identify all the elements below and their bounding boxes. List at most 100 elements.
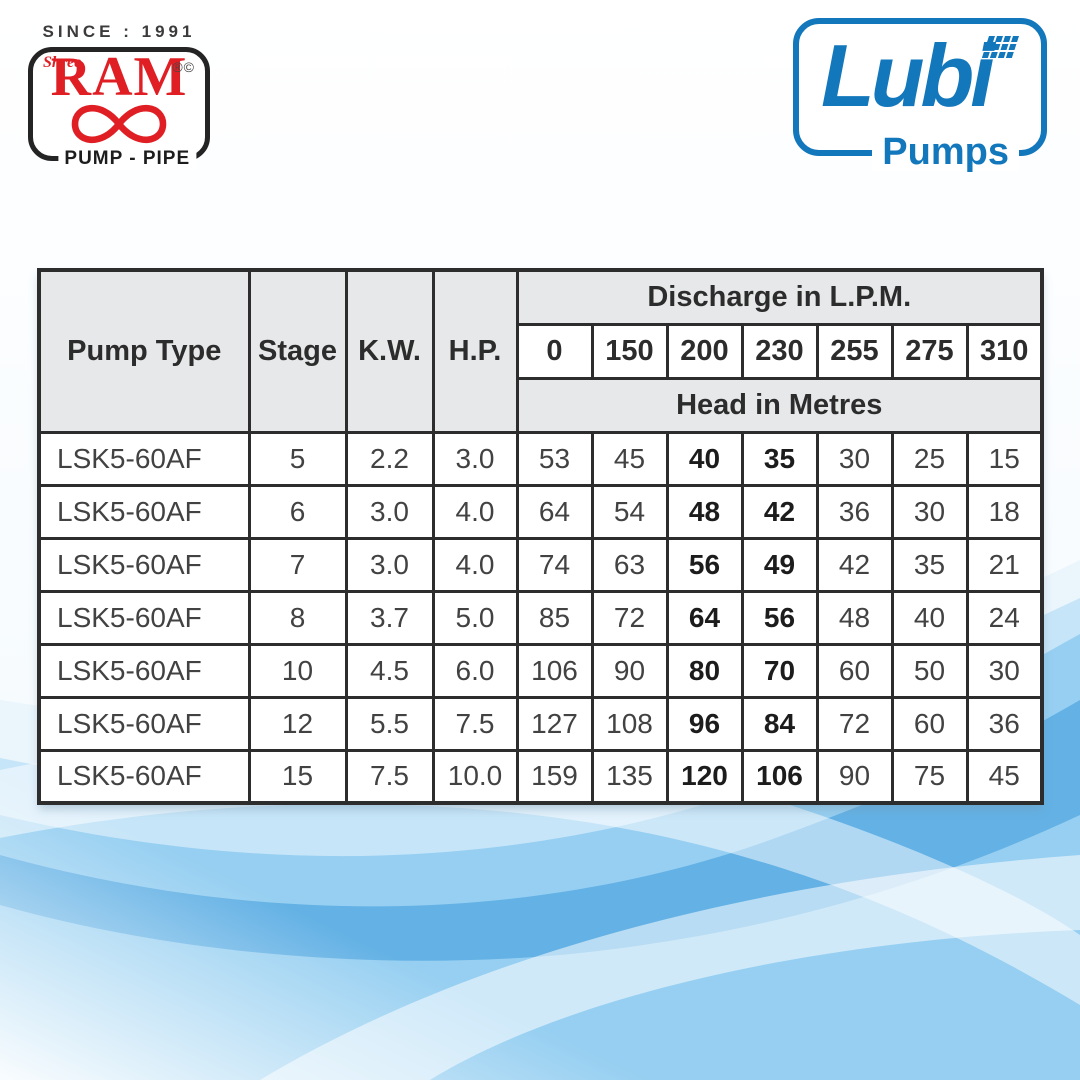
shree-ram-logo-frame: Shree RAM ®© PUMP - PIPE bbox=[28, 46, 210, 170]
discharge-value-header: 255 bbox=[815, 322, 894, 380]
head-cell: 64 bbox=[665, 589, 744, 646]
hp-cell: 7.5 bbox=[431, 695, 519, 752]
head-cell: 56 bbox=[665, 536, 744, 593]
head-cell: 36 bbox=[815, 483, 894, 540]
header-row-discharge: Pump Type Stage K.W. H.P. Discharge in L… bbox=[37, 268, 1044, 434]
pump-type-cell: LSK5-60AF bbox=[37, 695, 251, 752]
spec-row: LSK5-60AF 5 2.2 3.0 53 45 40 35 30 25 15 bbox=[37, 430, 1044, 487]
head-cell: 75 bbox=[890, 748, 969, 805]
spec-row: LSK5-60AF 12 5.5 7.5 127 108 96 84 72 60… bbox=[37, 695, 1044, 752]
head-cell: 50 bbox=[890, 642, 969, 699]
kw-cell: 7.5 bbox=[344, 748, 435, 805]
head-cell: 85 bbox=[515, 589, 594, 646]
head-cell: 42 bbox=[815, 536, 894, 593]
hp-cell: 4.0 bbox=[431, 483, 519, 540]
discharge-value-header: 0 bbox=[515, 322, 594, 380]
pumps-tagline: Pumps bbox=[872, 133, 1019, 171]
head-cell: 30 bbox=[815, 430, 894, 487]
head-cell: 56 bbox=[740, 589, 819, 646]
spec-row: LSK5-60AF 7 3.0 4.0 74 63 56 49 42 35 21 bbox=[37, 536, 1044, 593]
since-text: SINCE : 1991 bbox=[42, 22, 196, 41]
col-header-hp: H.P. bbox=[431, 268, 519, 434]
head-in-metres-header: Head in Metres bbox=[515, 376, 1044, 434]
head-cell: 24 bbox=[965, 589, 1044, 646]
head-cell: 96 bbox=[665, 695, 744, 752]
hp-cell: 4.0 bbox=[431, 536, 519, 593]
head-cell: 60 bbox=[815, 642, 894, 699]
head-cell: 53 bbox=[515, 430, 594, 487]
pixel-grid-icon bbox=[981, 36, 1019, 58]
stage-cell: 8 bbox=[247, 589, 348, 646]
kw-cell: 3.0 bbox=[344, 483, 435, 540]
pump-type-cell: LSK5-60AF bbox=[37, 748, 251, 805]
discharge-value-header: 200 bbox=[665, 322, 744, 380]
head-cell: 84 bbox=[740, 695, 819, 752]
pump-type-cell: LSK5-60AF bbox=[37, 589, 251, 646]
head-cell: 40 bbox=[665, 430, 744, 487]
head-cell: 106 bbox=[740, 748, 819, 805]
head-cell: 25 bbox=[890, 430, 969, 487]
head-cell: 74 bbox=[515, 536, 594, 593]
stage-cell: 15 bbox=[247, 748, 348, 805]
lubi-logo-frame: Lubi Pumps bbox=[793, 18, 1047, 171]
shree-script-text: Shree bbox=[43, 54, 82, 71]
head-cell: 60 bbox=[890, 695, 969, 752]
col-header-kw: K.W. bbox=[344, 268, 435, 434]
lubi-wordmark: Lubi bbox=[821, 26, 995, 125]
head-cell: 49 bbox=[740, 536, 819, 593]
stage-cell: 10 bbox=[247, 642, 348, 699]
head-cell: 48 bbox=[815, 589, 894, 646]
kw-cell: 3.0 bbox=[344, 536, 435, 593]
head-cell: 72 bbox=[815, 695, 894, 752]
head-cell: 135 bbox=[590, 748, 669, 805]
discharge-value-header: 310 bbox=[965, 322, 1044, 380]
head-cell: 15 bbox=[965, 430, 1044, 487]
col-header-stage: Stage bbox=[247, 268, 348, 434]
registered-copyright-marks: ®© bbox=[172, 59, 195, 75]
hp-cell: 5.0 bbox=[431, 589, 519, 646]
spec-row: LSK5-60AF 8 3.7 5.0 85 72 64 56 48 40 24 bbox=[37, 589, 1044, 646]
header-row-discharge-values: 0 150 200 230 255 275 310 bbox=[39, 322, 1044, 380]
pump-type-cell: LSK5-60AF bbox=[37, 483, 251, 540]
head-cell: 45 bbox=[590, 430, 669, 487]
stage-cell: 12 bbox=[247, 695, 348, 752]
head-cell: 35 bbox=[890, 536, 969, 593]
head-cell: 63 bbox=[590, 536, 669, 593]
head-cell: 42 bbox=[740, 483, 819, 540]
head-cell: 30 bbox=[965, 642, 1044, 699]
pump-spec-table: Pump Type Stage K.W. H.P. Discharge in L… bbox=[37, 268, 1044, 805]
head-cell: 21 bbox=[965, 536, 1044, 593]
infinity-swirl-icon bbox=[71, 104, 167, 144]
head-cell: 108 bbox=[590, 695, 669, 752]
head-cell: 72 bbox=[590, 589, 669, 646]
head-cell: 36 bbox=[965, 695, 1044, 752]
pump-pipe-tagline: PUMP - PIPE bbox=[58, 148, 197, 170]
hp-cell: 3.0 bbox=[431, 430, 519, 487]
head-cell: 127 bbox=[515, 695, 594, 752]
head-cell: 64 bbox=[515, 483, 594, 540]
head-cell: 48 bbox=[665, 483, 744, 540]
pump-type-cell: LSK5-60AF bbox=[37, 642, 251, 699]
spec-row: LSK5-60AF 6 3.0 4.0 64 54 48 42 36 30 18 bbox=[37, 483, 1044, 540]
pump-type-cell: LSK5-60AF bbox=[37, 536, 251, 593]
stage-cell: 6 bbox=[247, 483, 348, 540]
spec-row: LSK5-60AF 15 7.5 10.0 159 135 120 106 90… bbox=[37, 748, 1044, 805]
head-cell: 106 bbox=[515, 642, 594, 699]
kw-cell: 2.2 bbox=[344, 430, 435, 487]
pump-type-cell: LSK5-60AF bbox=[37, 430, 251, 487]
header-row-head-in-metres: Head in Metres bbox=[39, 376, 1044, 434]
ram-wordmark: RAM bbox=[50, 46, 188, 108]
discharge-value-header: 275 bbox=[890, 322, 969, 380]
head-cell: 70 bbox=[740, 642, 819, 699]
hp-cell: 6.0 bbox=[431, 642, 519, 699]
stage-cell: 5 bbox=[247, 430, 348, 487]
discharge-header: Discharge in L.P.M. bbox=[515, 268, 1044, 326]
col-header-pump-type: Pump Type bbox=[37, 268, 251, 434]
kw-cell: 4.5 bbox=[344, 642, 435, 699]
shree-ram-logo: SINCE : 1991 Shree RAM ®© PUMP - PIPE bbox=[28, 22, 210, 170]
stage-cell: 7 bbox=[247, 536, 348, 593]
head-cell: 45 bbox=[965, 748, 1044, 805]
hp-cell: 10.0 bbox=[431, 748, 519, 805]
head-cell: 80 bbox=[665, 642, 744, 699]
